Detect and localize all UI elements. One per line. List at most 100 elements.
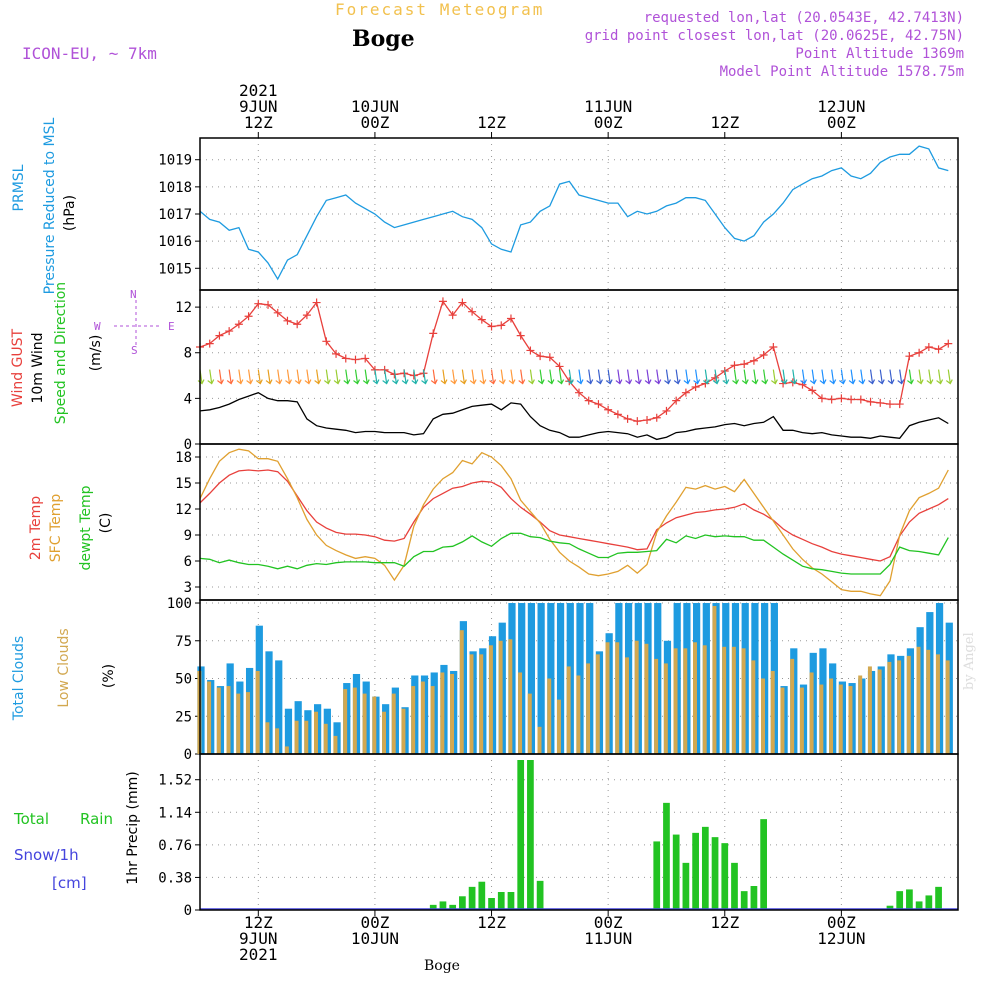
wind-barb — [236, 369, 244, 385]
y-tick-label: 50 — [175, 672, 192, 688]
legend-rain: Rain — [80, 810, 113, 828]
wind-barb — [625, 369, 633, 385]
low-cloud-bar — [450, 673, 455, 754]
top-time-label: 12Z — [477, 113, 506, 132]
precip-bar — [886, 905, 894, 910]
top-time-label: 10JUN — [351, 97, 399, 116]
low-cloud-bar — [586, 663, 591, 754]
low-cloud-bar — [663, 663, 668, 754]
bottom-time-label: 12Z — [477, 913, 506, 932]
low-cloud-bar — [255, 670, 260, 754]
compass-n: N — [130, 288, 137, 301]
wind-barb — [800, 369, 808, 385]
wind-barb — [644, 369, 652, 385]
y-tick-label: 12 — [175, 502, 192, 518]
wind-barb — [877, 369, 885, 385]
low-cloud-bar — [333, 735, 338, 754]
low-cloud-bar — [935, 654, 940, 754]
low-cloud-bar — [236, 693, 241, 754]
gust-marker — [497, 321, 506, 330]
low-cloud-bar — [722, 646, 727, 754]
wind-barb — [450, 369, 458, 385]
wind-barb — [712, 369, 720, 385]
wind-barb — [566, 369, 574, 385]
series-line-prmsl — [199, 145, 949, 281]
gust-marker — [526, 346, 535, 355]
gust-marker — [681, 388, 690, 397]
wind-barb — [936, 369, 944, 385]
low-cloud-bar — [469, 654, 474, 754]
y-tick-label: 1018 — [158, 180, 192, 196]
low-cloud-bar — [624, 657, 629, 754]
wind-barb — [839, 369, 846, 385]
gust-marker — [944, 339, 953, 348]
low-cloud-bar — [518, 672, 523, 754]
low-cloud-bar — [595, 654, 600, 754]
low-cloud-bar — [488, 645, 493, 754]
low-cloud-bar — [809, 672, 814, 754]
wind-barb — [702, 369, 710, 385]
precip-bar — [497, 892, 505, 910]
series-line-2m-temp — [199, 469, 949, 562]
y-tick-label: 1016 — [158, 234, 192, 250]
top-time-label: 11JUN — [584, 97, 632, 116]
wind-barb — [353, 369, 361, 385]
gust-marker — [205, 339, 214, 348]
chart-title: Forecast Meteogram — [335, 0, 545, 19]
y-tick-label: 0 — [184, 747, 192, 763]
y-tick-label: 6 — [184, 554, 192, 570]
wind-barb — [858, 369, 866, 385]
gust-marker — [633, 417, 642, 426]
low-cloud-bar — [712, 606, 717, 754]
wind-barb — [547, 369, 555, 385]
low-cloud-bar — [838, 684, 843, 754]
wind-barb — [508, 369, 516, 385]
low-cloud-bar — [906, 655, 911, 754]
bottom-time-label: 00Z — [827, 913, 856, 932]
precip-bar — [721, 843, 729, 910]
gust-marker — [915, 348, 924, 357]
top-time-label: 00Z — [360, 113, 389, 132]
gust-marker — [662, 406, 671, 415]
gust-marker — [885, 400, 894, 409]
gust-marker — [691, 382, 700, 391]
wind-barb — [469, 369, 477, 385]
low-cloud-bar — [693, 642, 697, 754]
top-time-label: 9JUN — [239, 97, 278, 116]
precip-bar — [459, 896, 466, 910]
precip-bar — [468, 886, 476, 910]
gust-marker — [643, 416, 652, 425]
gust-marker — [273, 308, 282, 317]
footer-location: Boge — [424, 958, 460, 974]
low-cloud-bar — [673, 648, 678, 754]
precip-bar — [653, 841, 661, 910]
wind-barb — [528, 369, 535, 385]
wind-barb — [197, 369, 205, 385]
gust-marker — [555, 362, 564, 371]
gust-marker — [924, 343, 933, 352]
precip-bar — [478, 881, 486, 910]
gridpoint-coords: grid point closest lon,lat (20.0625E, 42… — [584, 28, 964, 44]
low-cloud-bar — [479, 654, 484, 754]
gust-marker — [429, 329, 438, 338]
precip-bar — [517, 760, 525, 910]
total-cloud-bar — [556, 603, 565, 754]
gust-marker — [817, 394, 826, 403]
wind-barb — [722, 369, 730, 385]
bottom-time-label: 2021 — [239, 945, 278, 964]
low-cloud-bar — [761, 678, 766, 754]
low-cloud-bar — [702, 645, 707, 754]
total-cloud-bar — [527, 603, 536, 754]
wind-barb — [537, 369, 545, 385]
gust-marker — [740, 360, 749, 369]
gust-marker — [341, 354, 350, 363]
gust-marker — [283, 316, 292, 325]
top-time-label: 12Z — [710, 113, 739, 132]
wind-barb — [683, 369, 691, 385]
gust-marker — [244, 312, 253, 321]
low-cloud-bar — [420, 681, 425, 754]
wind-barb — [217, 369, 224, 385]
gust-marker — [302, 311, 311, 320]
top-time-label: 00Z — [594, 113, 623, 132]
compass-e: E — [168, 320, 175, 333]
